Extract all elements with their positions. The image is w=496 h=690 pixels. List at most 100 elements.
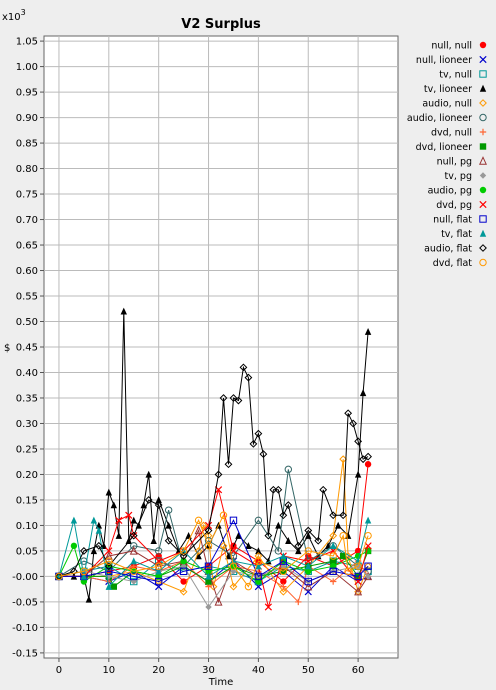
legend-label: null, pg — [437, 157, 472, 168]
data-point — [295, 547, 302, 555]
data-point — [364, 562, 372, 570]
data-point — [284, 501, 293, 509]
data-point — [229, 394, 238, 402]
y-tick-label: 0.10 — [16, 521, 38, 532]
legend-marker — [479, 84, 487, 92]
data-point — [234, 396, 243, 405]
data-point — [229, 562, 238, 570]
data-point — [354, 562, 362, 570]
legend-label: tv, null — [439, 70, 472, 81]
data-point — [359, 455, 368, 464]
y-tick-label: 0.20 — [16, 470, 38, 481]
y-tick-label: 0.70 — [16, 215, 38, 226]
x-tick-label: 10 — [102, 665, 115, 676]
data-point — [115, 516, 123, 524]
data-point — [255, 562, 262, 570]
data-point — [205, 572, 212, 580]
data-point — [344, 567, 352, 576]
data-point — [165, 521, 172, 529]
data-point — [274, 547, 283, 555]
data-point — [125, 537, 132, 544]
data-point — [204, 542, 213, 550]
legend-marker — [479, 128, 487, 136]
legend-label: dvd, lioneer — [416, 142, 473, 153]
data-point — [130, 557, 137, 565]
data-point — [70, 516, 78, 524]
y-tick-label: 0.60 — [16, 266, 38, 277]
data-point — [130, 572, 138, 581]
data-point — [364, 573, 372, 580]
series-line — [59, 487, 369, 609]
legend-marker — [479, 229, 487, 237]
data-point — [279, 511, 288, 520]
data-point — [259, 450, 268, 458]
data-point — [104, 562, 113, 571]
data-point — [179, 552, 188, 560]
x-tick-label: 40 — [252, 665, 265, 676]
y-tick-label: 0.50 — [16, 317, 38, 328]
data-point — [194, 547, 203, 555]
y-tick-label: 0.90 — [16, 113, 38, 124]
x-tick-label: 50 — [302, 665, 315, 676]
legend-marker — [479, 99, 487, 107]
data-point — [354, 437, 363, 446]
data-point — [334, 521, 342, 529]
y-tick-label: 1.00 — [16, 62, 38, 73]
data-point — [179, 567, 188, 576]
data-point — [319, 485, 328, 494]
y-tick-label: 0.75 — [16, 190, 38, 201]
axis-ticks: 0 10 20 30 40 50 60 -0.15 -0.10 -0.05 -0.00 0.05 0.1… — [12, 37, 364, 676]
chart-title: V2 Surplus — [181, 17, 261, 32]
data-point — [254, 429, 263, 438]
data-point — [329, 531, 338, 540]
data-point — [229, 516, 238, 525]
legend-marker — [479, 172, 487, 179]
legend-label: dvd, null — [431, 128, 472, 139]
data-point — [304, 577, 312, 586]
data-point — [204, 526, 213, 535]
data-point — [194, 516, 203, 525]
series-line — [58, 365, 369, 577]
data-point — [70, 567, 78, 576]
y-tick-label: 0.65 — [16, 241, 38, 252]
data-point — [359, 389, 367, 397]
y-tick-label: 0.40 — [16, 368, 38, 379]
y-tick-label: -0.15 — [12, 648, 38, 659]
legend-marker — [479, 200, 487, 209]
legend-label: dvd, pg — [436, 200, 472, 211]
data-point — [255, 547, 262, 555]
data-point — [105, 547, 113, 555]
data-point — [194, 525, 203, 535]
data-point — [154, 577, 163, 586]
data-point — [329, 557, 337, 565]
data-point — [204, 562, 213, 570]
data-point — [244, 582, 253, 591]
legend-marker — [479, 113, 487, 122]
data-point — [105, 488, 113, 496]
data-point — [280, 583, 287, 590]
data-point — [155, 567, 162, 575]
data-point — [364, 328, 372, 335]
data-point — [80, 567, 88, 576]
data-point — [235, 531, 242, 539]
y-tick-label: 0.05 — [16, 546, 38, 557]
data-point — [154, 501, 163, 509]
series-group — [54, 307, 373, 611]
data-point — [204, 521, 213, 530]
data-point — [179, 547, 188, 555]
data-point — [154, 547, 163, 555]
data-point — [154, 562, 163, 570]
data-point — [329, 552, 337, 560]
data-point — [344, 409, 353, 418]
legend-marker — [479, 215, 487, 223]
legend-label: tv, flat — [441, 229, 472, 240]
x-tick-label: 30 — [202, 665, 215, 676]
data-point — [219, 394, 228, 402]
data-point — [264, 603, 272, 611]
data-point — [110, 501, 118, 509]
series-line — [59, 550, 369, 588]
data-point — [354, 572, 362, 581]
data-point — [264, 531, 273, 540]
y-tick-label: 0.80 — [16, 164, 38, 175]
legend-marker — [479, 186, 487, 194]
